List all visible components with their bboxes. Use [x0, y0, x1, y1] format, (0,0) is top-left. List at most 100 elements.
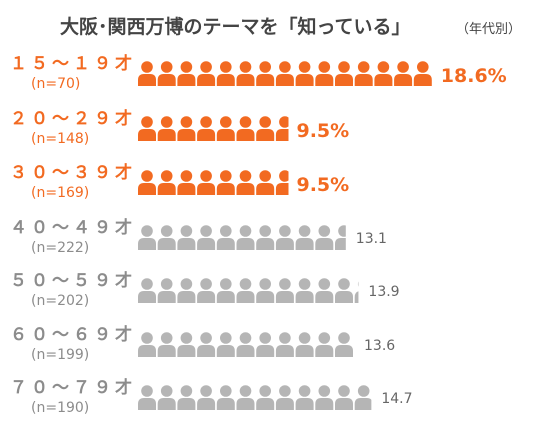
person-head: [200, 170, 212, 182]
person-head: [141, 116, 153, 128]
person-icon: [157, 385, 176, 410]
chart-row: ３０～３９才 (n=169) 9.5%: [10, 162, 349, 201]
person-body: [236, 183, 255, 195]
person-head: [220, 225, 232, 237]
person-body: [157, 74, 176, 86]
person-head: [259, 61, 272, 73]
person-body: [256, 291, 275, 303]
person-body: [216, 398, 235, 410]
chart-row: １５～１９才 (n=70) 18.6%: [10, 53, 507, 92]
person-head: [239, 278, 252, 290]
person-head: [239, 225, 252, 237]
person-icon: [275, 385, 294, 410]
person-icon: [216, 385, 235, 410]
person-body: [177, 183, 196, 195]
value-label: 13.1: [356, 231, 387, 247]
sample-size-label: (n=169): [31, 185, 89, 201]
person-head: [239, 116, 252, 128]
person-body: [157, 238, 176, 250]
person-head: [239, 385, 252, 397]
person-body: [197, 129, 216, 141]
person-icon: [138, 116, 156, 141]
person-icon: [138, 278, 156, 303]
value-label: 9.5%: [296, 174, 349, 196]
person-head: [200, 225, 212, 237]
sample-size-label: (n=222): [31, 240, 89, 256]
person-icon: [295, 278, 314, 303]
person-head: [239, 170, 252, 182]
person-body: [354, 398, 372, 410]
person-icon: [138, 225, 156, 250]
person-icon: [335, 332, 353, 357]
person-body: [236, 291, 255, 303]
person-body: [354, 74, 373, 86]
person-head: [220, 170, 232, 182]
person-icon: [138, 61, 156, 86]
person-head: [338, 278, 350, 290]
person-head: [279, 225, 291, 237]
person-icon: [138, 332, 156, 357]
person-icon: [177, 225, 196, 250]
person-icon: [315, 225, 334, 250]
age-group-label: ４０～４９才: [10, 217, 136, 238]
person-icon: [216, 170, 235, 195]
person-icon: [177, 170, 196, 195]
person-body: [177, 398, 196, 410]
person-head: [220, 385, 232, 397]
person-body: [374, 74, 393, 86]
person-head: [318, 278, 331, 290]
person-head: [220, 332, 232, 344]
person-icon: [354, 385, 372, 410]
person-icon: [256, 61, 275, 86]
person-head: [141, 278, 153, 290]
age-group-label: １５～１９才: [10, 53, 136, 74]
person-body: [275, 129, 289, 141]
person-head: [259, 170, 272, 182]
person-head: [180, 116, 193, 128]
person-head: [298, 385, 311, 397]
sample-size-label: (n=148): [31, 131, 89, 147]
person-body: [177, 129, 196, 141]
person-head: [357, 281, 359, 287]
person-head: [180, 385, 193, 397]
person-head: [318, 61, 331, 73]
person-body: [216, 238, 235, 250]
person-head: [220, 278, 232, 290]
person-icon: [216, 116, 235, 141]
person-head: [318, 385, 331, 397]
person-icon: [354, 281, 359, 303]
value-label: 14.7: [381, 391, 412, 407]
sample-size-label: (n=70): [31, 76, 80, 92]
value-label: 13.9: [368, 284, 399, 300]
person-head: [298, 278, 311, 290]
person-icon: [157, 170, 176, 195]
person-body: [335, 398, 353, 410]
person-icon: [138, 170, 156, 195]
person-head: [279, 385, 291, 397]
person-body: [157, 345, 176, 357]
person-icon: [256, 170, 275, 195]
person-head: [357, 385, 370, 397]
person-icon: [157, 116, 176, 141]
person-body: [315, 291, 334, 303]
person-head: [357, 61, 370, 73]
person-icon: [197, 332, 216, 357]
person-body: [216, 291, 235, 303]
person-icon: [295, 332, 314, 357]
person-head: [220, 61, 232, 73]
person-head: [259, 116, 272, 128]
person-body: [335, 345, 353, 357]
age-group-label: ２０～２９才: [10, 108, 136, 129]
person-icon: [394, 61, 413, 86]
person-icon: [275, 278, 294, 303]
person-head: [259, 385, 272, 397]
person-icon: [197, 170, 216, 195]
person-icon: [256, 278, 275, 303]
person-body: [216, 345, 235, 357]
person-head: [417, 61, 429, 73]
person-head: [318, 225, 331, 237]
chart-title: 大阪･関西万博のテーマを「知っている」: [60, 15, 411, 38]
person-body: [216, 129, 235, 141]
person-body: [256, 74, 275, 86]
person-head: [200, 385, 212, 397]
